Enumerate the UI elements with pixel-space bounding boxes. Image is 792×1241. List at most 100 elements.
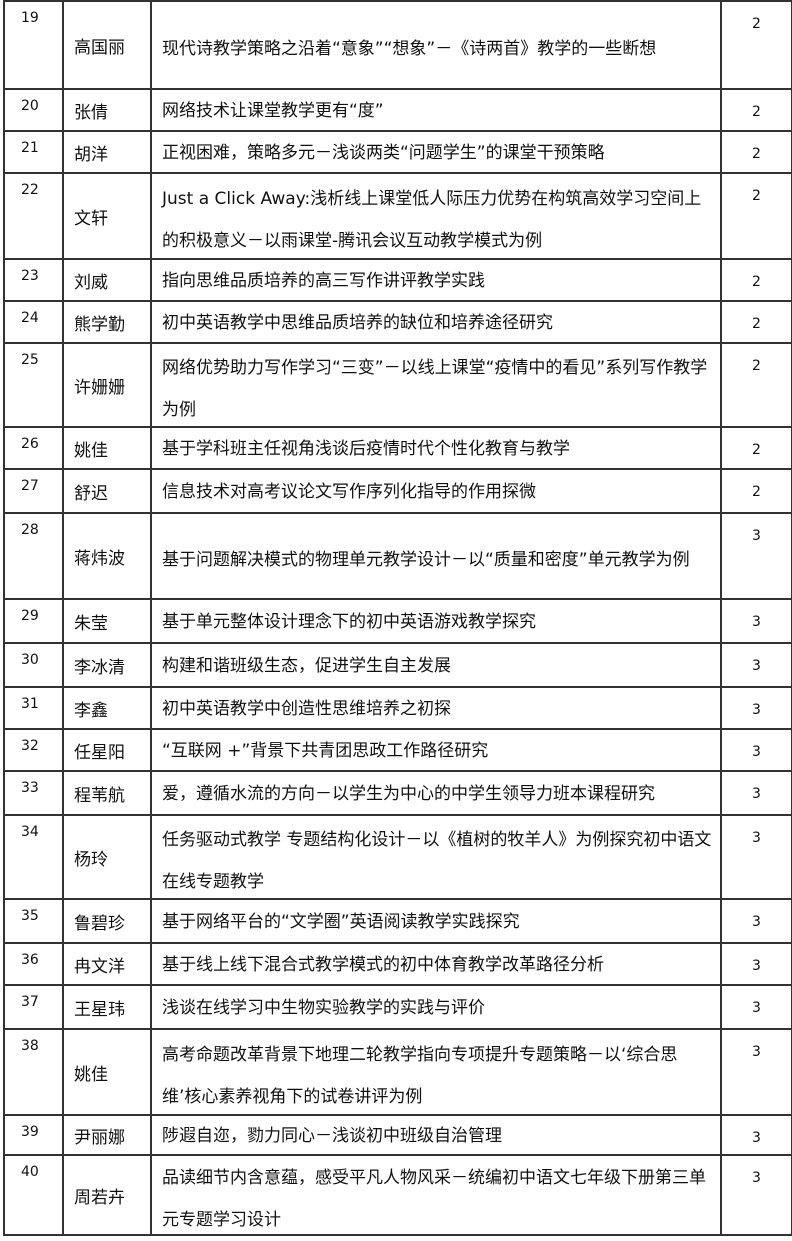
paper-title: 网络技术让课堂教学更有“度” [152,90,722,130]
award-level: 2 [752,442,761,458]
row-number: 26 [5,428,64,468]
table-row: 29 朱莹 基于单元整体设计理念下的初中英语游戏教学探究 3 [5,598,791,642]
table-row: 39 尹丽娜 陟遐自迩，勠力同心－浅谈初中班级自治管理 3 [5,1114,791,1154]
author-name: 王星玮 [64,986,152,1028]
award-level: 2 [752,358,761,374]
table-row: 22 文轩 Just a Click Away:浅析线上课堂低人际压力优势在构筑高效… [5,172,791,258]
table-row: 32 任星阳 “互联网 +”背景下共青团思政工作路径研究 3 [5,728,791,770]
author-name: 鲁碧珍 [64,900,152,942]
table-row: 23 刘威 指向思维品质培养的高三写作讲评教学实践 2 [5,258,791,300]
author-name: 刘威 [64,260,152,300]
paper-title: Just a Click Away:浅析线上课堂低人际压力优势在构筑高效学习空间… [152,174,722,258]
award-level: 2 [752,104,761,120]
award-level: 3 [752,830,761,846]
table-row: 24 熊学勤 初中英语教学中思维品质培养的缺位和培养途径研究 2 [5,300,791,342]
row-number: 34 [5,816,64,898]
paper-title: 初中英语教学中思维品质培养的缺位和培养途径研究 [152,302,722,342]
award-level: 3 [752,1044,761,1060]
table-row: 19 高国丽 现代诗教学策略之沿着“意象”“想象”－《诗两首》教学的一些断想 2 [5,0,791,88]
award-level: 3 [752,1000,761,1016]
award-level: 3 [752,528,761,544]
award-level: 2 [752,484,761,500]
table-row: 40 周若卉 品读细节内含意蕴，感受平凡人物风采－统编初中语文七年级下册第三单元专题… [5,1154,791,1234]
author-name: 高国丽 [64,2,152,88]
table-row: 36 冉文洋 基于线上线下混合式教学模式的初中体育教学改革路径分析 3 [5,942,791,984]
paper-title: 任务驱动式教学 专题结构化设计－以《植树的牧羊人》为例探究初中语文在线专题教学 [152,816,722,898]
row-number: 22 [5,174,64,258]
paper-title: 初中英语教学中创造性思维培养之初探 [152,688,722,728]
author-name: 任星阳 [64,730,152,770]
paper-title: 品读细节内含意蕴，感受平凡人物风采－统编初中语文七年级下册第三单元专题学习设计 [152,1156,722,1234]
paper-title: 高考命题改革背景下地理二轮教学指向专项提升专题策略－以‘综合思维’核心素养视角下… [152,1030,722,1114]
row-number: 38 [5,1030,64,1114]
author-name: 杨玲 [64,816,152,898]
row-number: 36 [5,944,64,984]
award-level: 3 [752,958,761,974]
row-number: 37 [5,986,64,1028]
row-number: 21 [5,132,64,172]
paper-title: 基于线上线下混合式教学模式的初中体育教学改革路径分析 [152,944,722,984]
table-row: 25 许姗姗 网络优势助力写作学习“三变”－以线上课堂“疫情中的看见”系列写作教学为… [5,342,791,426]
row-number: 28 [5,514,64,598]
table-row: 20 张倩 网络技术让课堂教学更有“度” 2 [5,88,791,130]
paper-title: “互联网 +”背景下共青团思政工作路径研究 [152,730,722,770]
author-name: 姚佳 [64,1030,152,1114]
paper-title: 陟遐自迩，勠力同心－浅谈初中班级自治管理 [152,1116,722,1154]
author-name: 熊学勤 [64,302,152,342]
table-row: 30 李冰清 构建和谐班级生态，促进学生自主发展 3 [5,642,791,686]
row-number: 35 [5,900,64,942]
paper-title: 爱，遵循水流的方向－以学生为中心的中学生领导力班本课程研究 [152,772,722,814]
author-name: 姚佳 [64,428,152,468]
author-name: 朱莹 [64,600,152,642]
paper-title: 浅谈在线学习中生物实验教学的实践与评价 [152,986,722,1028]
author-name: 李鑫 [64,688,152,728]
row-number: 31 [5,688,64,728]
paper-title: 基于问题解决模式的物理单元教学设计－以“质量和密度”单元教学为例 [152,514,722,598]
table-row: 37 王星玮 浅谈在线学习中生物实验教学的实践与评价 3 [5,984,791,1028]
author-name: 李冰清 [64,644,152,686]
row-number: 30 [5,644,64,686]
author-name: 胡洋 [64,132,152,172]
award-level: 2 [752,16,761,32]
paper-title: 构建和谐班级生态，促进学生自主发展 [152,644,722,686]
awards-table: 19 高国丽 现代诗教学策略之沿着“意象”“想象”－《诗两首》教学的一些断想 2 20 张… [3,0,792,1236]
table-row: 28 蒋炜波 基于问题解决模式的物理单元教学设计－以“质量和密度”单元教学为例 3 [5,512,791,598]
paper-title: 基于网络平台的“文学圈”英语阅读教学实践探究 [152,900,722,942]
award-level: 2 [752,146,761,162]
award-level: 3 [752,1130,761,1146]
paper-title: 基于单元整体设计理念下的初中英语游戏教学探究 [152,600,722,642]
award-level: 3 [752,1170,761,1186]
paper-title: 现代诗教学策略之沿着“意象”“想象”－《诗两首》教学的一些断想 [152,2,722,88]
award-level: 3 [752,914,761,930]
table-row: 33 程苇航 爱，遵循水流的方向－以学生为中心的中学生领导力班本课程研究 3 [5,770,791,814]
table-row: 34 杨玲 任务驱动式教学 专题结构化设计－以《植树的牧羊人》为例探究初中语文在线专… [5,814,791,898]
author-name: 尹丽娜 [64,1116,152,1154]
author-name: 冉文洋 [64,944,152,984]
author-name: 文轩 [64,174,152,258]
table-row: 35 鲁碧珍 基于网络平台的“文学圈”英语阅读教学实践探究 3 [5,898,791,942]
award-level: 2 [752,274,761,290]
row-number: 19 [5,2,64,88]
author-name: 张倩 [64,90,152,130]
author-name: 周若卉 [64,1156,152,1234]
author-name: 舒迟 [64,470,152,512]
row-number: 24 [5,302,64,342]
award-level: 2 [752,316,761,332]
award-level: 3 [752,786,761,802]
row-number: 25 [5,344,64,426]
table-row: 27 舒迟 信息技术对高考议论文写作序列化指导的作用探微 2 [5,468,791,512]
row-number: 40 [5,1156,64,1234]
table-row: 38 姚佳 高考命题改革背景下地理二轮教学指向专项提升专题策略－以‘综合思维’核心素… [5,1028,791,1114]
paper-title: 正视困难，策略多元－浅谈两类“问题学生”的课堂干预策略 [152,132,722,172]
table-row: 31 李鑫 初中英语教学中创造性思维培养之初探 3 [5,686,791,728]
table-row: 21 胡洋 正视困难，策略多元－浅谈两类“问题学生”的课堂干预策略 2 [5,130,791,172]
paper-title: 信息技术对高考议论文写作序列化指导的作用探微 [152,470,722,512]
author-name: 蒋炜波 [64,514,152,598]
row-number: 20 [5,90,64,130]
paper-title: 指向思维品质培养的高三写作讲评教学实践 [152,260,722,300]
award-level: 3 [752,614,761,630]
row-number: 23 [5,260,64,300]
row-number: 39 [5,1116,64,1154]
table-row: 26 姚佳 基于学科班主任视角浅谈后疫情时代个性化教育与教学 2 [5,426,791,468]
row-number: 29 [5,600,64,642]
